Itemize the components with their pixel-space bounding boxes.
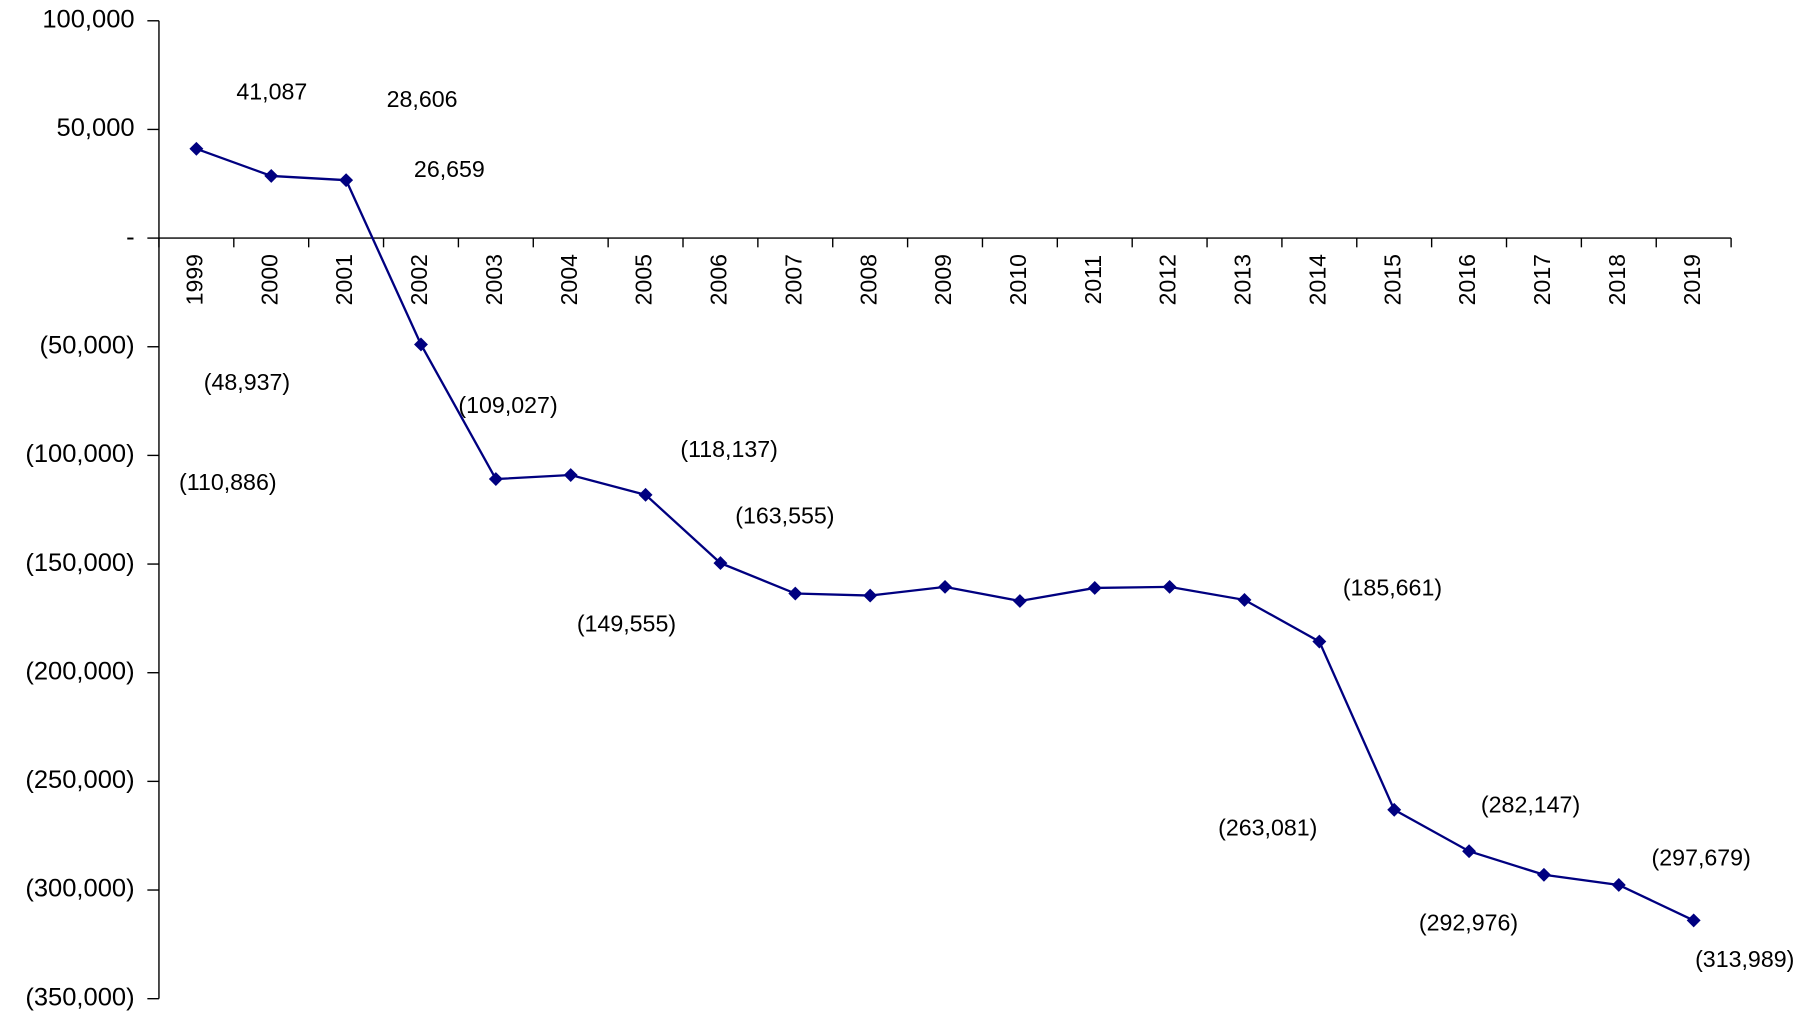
data-point — [1611, 878, 1626, 892]
data-label: (48,937) — [204, 369, 290, 395]
x-tick-label: 2015 — [1379, 254, 1405, 305]
data-label: (163,555) — [735, 502, 834, 528]
data-point — [1237, 592, 1252, 607]
y-tick-label: (100,000) — [25, 440, 134, 468]
y-tick-label: 50,000 — [57, 114, 135, 142]
data-point — [339, 173, 354, 188]
data-label: (149,555) — [577, 611, 676, 637]
x-tick-label: 2011 — [1080, 255, 1106, 305]
x-tick-label: 2014 — [1304, 254, 1330, 305]
x-tick-label: 2008 — [855, 254, 881, 305]
data-point — [264, 169, 279, 183]
data-point — [1012, 594, 1027, 608]
data-label: (185,661) — [1343, 575, 1442, 601]
data-point — [189, 141, 204, 156]
y-tick-label: - — [126, 223, 135, 251]
data-label: (118,137) — [680, 436, 778, 462]
y-tick-label: (300,000) — [25, 875, 134, 903]
data-label: 28,606 — [387, 86, 458, 112]
data-point — [563, 468, 578, 482]
data-point — [938, 579, 952, 594]
y-tick-label: (150,000) — [25, 549, 134, 577]
x-tick-label: 2018 — [1604, 254, 1630, 305]
data-point — [1686, 913, 1701, 928]
x-tick-label: 2019 — [1679, 254, 1705, 305]
y-tick-label: (250,000) — [25, 766, 134, 794]
x-tick-label: 2002 — [406, 254, 432, 305]
x-tick-label: 2013 — [1230, 254, 1256, 305]
x-tick-label: 2017 — [1529, 254, 1555, 305]
x-tick-label: 2004 — [556, 254, 582, 305]
data-point — [1462, 844, 1477, 859]
x-tick-label: 2003 — [481, 254, 507, 305]
data-point — [863, 588, 878, 603]
data-point — [638, 487, 653, 502]
x-tick-label: 2007 — [780, 254, 806, 305]
x-tick-label: 2009 — [930, 254, 956, 305]
data-point — [1087, 581, 1102, 595]
data-label: (297,679) — [1652, 845, 1751, 871]
x-tick-label: 2010 — [1005, 254, 1031, 305]
x-tick-label: 2001 — [331, 254, 357, 305]
data-point — [1387, 802, 1402, 817]
x-tick-label: 2005 — [631, 254, 657, 305]
data-point — [488, 472, 503, 486]
data-label: (109,027) — [458, 392, 557, 418]
y-tick-label: 100,000 — [42, 6, 134, 34]
data-label: 26,659 — [414, 156, 485, 182]
y-tick-label: (200,000) — [25, 657, 134, 685]
x-tick-label: 1999 — [181, 254, 207, 305]
data-label: (313,989) — [1695, 946, 1794, 972]
x-tick-label: 2016 — [1454, 254, 1480, 305]
data-point — [414, 337, 428, 352]
x-tick-label: 2012 — [1155, 254, 1181, 305]
x-tick-label: 2000 — [256, 254, 282, 305]
x-tick-label: 2006 — [706, 254, 732, 305]
data-label: (110,886) — [179, 469, 277, 495]
data-label: 41,087 — [236, 79, 307, 105]
data-label: (292,976) — [1419, 910, 1518, 936]
data-point — [1162, 579, 1177, 594]
y-tick-label: (50,000) — [40, 332, 135, 360]
y-tick-label: (350,000) — [25, 983, 134, 1011]
data-point — [788, 586, 803, 601]
data-label: (282,147) — [1481, 791, 1580, 817]
data-point — [1536, 867, 1551, 882]
data-label: (263,081) — [1218, 815, 1317, 841]
data-point — [1312, 634, 1327, 649]
